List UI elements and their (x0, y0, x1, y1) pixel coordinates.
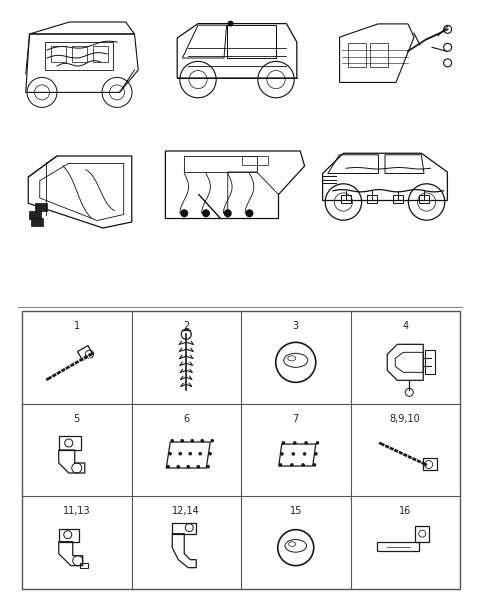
Circle shape (303, 452, 306, 456)
Circle shape (293, 441, 297, 445)
Bar (419, 195, 429, 203)
Circle shape (279, 463, 282, 467)
Bar (77, 345, 93, 360)
Bar (93, 46, 108, 62)
Circle shape (167, 465, 170, 469)
Circle shape (191, 439, 194, 443)
Bar (172, 523, 196, 534)
Circle shape (301, 463, 305, 467)
Circle shape (186, 465, 190, 469)
Text: 15: 15 (289, 506, 302, 517)
Circle shape (170, 439, 174, 443)
Bar (425, 350, 435, 375)
Circle shape (198, 452, 202, 455)
Text: 11,13: 11,13 (63, 506, 91, 517)
Circle shape (314, 452, 318, 456)
Bar (35, 203, 47, 211)
Bar (370, 43, 388, 67)
Circle shape (210, 439, 214, 443)
Text: 2: 2 (183, 321, 190, 331)
Bar (348, 43, 366, 67)
Text: 1: 1 (74, 321, 80, 331)
Text: 3: 3 (293, 321, 299, 331)
Bar (59, 436, 81, 450)
Circle shape (196, 465, 200, 469)
Circle shape (224, 209, 232, 217)
Circle shape (180, 439, 184, 443)
Circle shape (179, 452, 182, 455)
Bar (59, 529, 79, 541)
Bar (415, 526, 429, 541)
Text: 16: 16 (399, 506, 411, 517)
Circle shape (189, 452, 192, 455)
Bar (22, 311, 460, 589)
Bar (80, 563, 88, 568)
Text: 8,9,10: 8,9,10 (390, 413, 420, 424)
Text: 6: 6 (183, 413, 189, 424)
Circle shape (291, 452, 295, 456)
Circle shape (282, 441, 285, 445)
Circle shape (280, 452, 284, 456)
Circle shape (304, 441, 308, 445)
Circle shape (208, 452, 212, 455)
Bar (51, 46, 66, 62)
Circle shape (316, 441, 319, 445)
Circle shape (202, 209, 210, 217)
Bar (184, 155, 257, 172)
Bar (367, 195, 377, 203)
Circle shape (245, 209, 253, 217)
Circle shape (201, 439, 204, 443)
Circle shape (228, 21, 233, 27)
Bar (29, 211, 41, 219)
Circle shape (168, 452, 172, 455)
Bar (31, 218, 43, 226)
Bar (341, 195, 351, 203)
Bar (423, 458, 437, 469)
Circle shape (177, 465, 180, 469)
Text: 4: 4 (402, 321, 408, 331)
Bar (242, 155, 268, 164)
Bar (72, 46, 87, 62)
Bar (45, 42, 113, 70)
Text: 7: 7 (293, 413, 299, 424)
Bar (377, 541, 419, 551)
Circle shape (180, 209, 188, 217)
Circle shape (312, 463, 316, 467)
Circle shape (206, 465, 210, 469)
Bar (393, 195, 403, 203)
Circle shape (290, 463, 294, 467)
Text: 5: 5 (73, 413, 80, 424)
Text: 12,14: 12,14 (172, 506, 200, 517)
